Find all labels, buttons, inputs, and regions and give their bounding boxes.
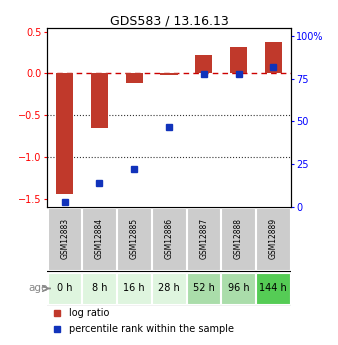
Bar <box>195 55 213 73</box>
Bar <box>91 73 108 128</box>
Text: age: age <box>28 284 47 294</box>
Text: 28 h: 28 h <box>158 284 180 294</box>
Bar <box>82 273 116 304</box>
Bar <box>48 273 81 304</box>
Text: GSM12883: GSM12883 <box>60 218 69 259</box>
Title: GDS583 / 13.16.13: GDS583 / 13.16.13 <box>110 14 228 28</box>
Bar <box>221 273 255 304</box>
Bar <box>117 273 151 304</box>
Bar <box>256 208 290 270</box>
Text: 0 h: 0 h <box>57 284 72 294</box>
Bar <box>221 208 255 270</box>
Bar <box>152 208 186 270</box>
Bar <box>187 273 220 304</box>
Text: 96 h: 96 h <box>228 284 249 294</box>
Text: GSM12889: GSM12889 <box>269 218 278 259</box>
Text: GSM12887: GSM12887 <box>199 218 208 259</box>
Bar <box>56 73 73 194</box>
Bar <box>187 208 220 270</box>
Text: GSM12888: GSM12888 <box>234 218 243 259</box>
Bar <box>82 208 116 270</box>
Text: log ratio: log ratio <box>69 308 110 318</box>
Bar <box>265 42 282 73</box>
Bar <box>125 73 143 83</box>
Text: 52 h: 52 h <box>193 284 215 294</box>
Text: GSM12885: GSM12885 <box>130 218 139 259</box>
Text: 8 h: 8 h <box>92 284 107 294</box>
Text: percentile rank within the sample: percentile rank within the sample <box>69 324 234 334</box>
Text: 144 h: 144 h <box>260 284 287 294</box>
Bar <box>117 208 151 270</box>
Bar <box>152 273 186 304</box>
Text: GSM12886: GSM12886 <box>165 218 173 259</box>
Text: GSM12884: GSM12884 <box>95 218 104 259</box>
Bar <box>230 47 247 73</box>
Bar <box>48 208 81 270</box>
Text: 16 h: 16 h <box>123 284 145 294</box>
Bar <box>160 73 178 75</box>
Bar <box>256 273 290 304</box>
